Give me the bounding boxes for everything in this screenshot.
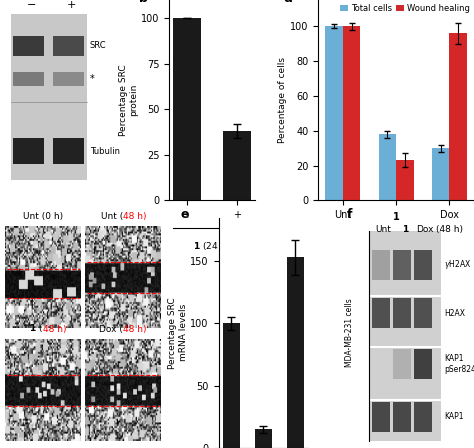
Text: $\mathbf{1}$ (24 h): $\mathbf{1}$ (24 h) — [193, 241, 230, 252]
Text: Dox (: Dox ( — [99, 325, 123, 334]
Bar — [414, 349, 432, 379]
Text: Unt (: Unt ( — [100, 212, 123, 221]
Text: KAP1: KAP1 — [444, 413, 464, 422]
Bar — [325, 26, 343, 200]
Bar — [372, 298, 390, 328]
Bar — [393, 402, 411, 432]
Text: −: − — [27, 0, 36, 10]
Text: d: d — [284, 0, 293, 5]
Text: Unt (0 h): Unt (0 h) — [23, 212, 63, 221]
Bar — [432, 148, 449, 200]
Text: $\gamma$H2AX: $\gamma$H2AX — [444, 258, 471, 271]
Legend: Total cells, Wound healing: Total cells, Wound healing — [340, 4, 470, 13]
Text: 1: 1 — [402, 224, 408, 233]
Bar — [10, 14, 87, 181]
Y-axis label: Percentage SRC
protein: Percentage SRC protein — [119, 65, 138, 136]
Bar — [449, 33, 467, 200]
Bar — [13, 72, 45, 86]
Bar — [414, 250, 432, 280]
Bar — [379, 134, 396, 200]
Bar — [223, 323, 240, 448]
Bar — [369, 232, 441, 441]
Text: b: b — [139, 0, 148, 5]
Text: 48 h): 48 h) — [123, 212, 146, 221]
Bar — [53, 138, 84, 164]
Y-axis label: Percentage SRC
mRNA levels: Percentage SRC mRNA levels — [168, 297, 188, 369]
Bar — [53, 36, 84, 56]
Text: f: f — [346, 208, 352, 221]
Bar — [372, 349, 390, 379]
Text: KAP1
pSer824: KAP1 pSer824 — [444, 354, 474, 374]
Bar — [13, 138, 45, 164]
Bar — [173, 18, 201, 200]
Bar — [343, 26, 360, 200]
Bar — [287, 258, 304, 448]
Text: H2AX: H2AX — [444, 309, 465, 318]
Bar — [13, 36, 45, 56]
Text: $\mathbf{1}$ (: $\mathbf{1}$ ( — [29, 322, 43, 334]
Bar — [372, 402, 390, 432]
Bar — [414, 298, 432, 328]
Bar — [53, 72, 84, 86]
Text: SRC: SRC — [90, 41, 106, 50]
Bar — [223, 131, 251, 200]
Bar — [393, 298, 411, 328]
Text: e: e — [181, 208, 189, 221]
Bar — [396, 160, 414, 200]
Bar — [393, 250, 411, 280]
Text: Tubulin: Tubulin — [90, 147, 120, 156]
Text: Dox: Dox — [417, 224, 434, 233]
Y-axis label: Percentage of cells: Percentage of cells — [278, 57, 287, 143]
Bar — [372, 250, 390, 280]
Text: 48 h): 48 h) — [43, 325, 66, 334]
Text: +: + — [67, 0, 76, 10]
Bar — [255, 429, 272, 448]
Text: (48 h): (48 h) — [436, 224, 463, 233]
Text: *: * — [90, 74, 94, 84]
Bar — [414, 402, 432, 432]
Text: Unt: Unt — [375, 224, 391, 233]
Text: 48 h): 48 h) — [123, 325, 146, 334]
Bar — [393, 349, 411, 379]
Text: MDA-MB-231 cells: MDA-MB-231 cells — [345, 298, 354, 367]
